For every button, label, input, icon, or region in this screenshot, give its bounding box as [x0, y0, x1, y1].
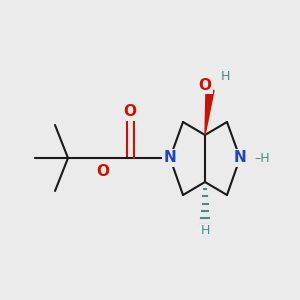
- Text: N: N: [234, 151, 246, 166]
- Text: –H: –H: [254, 152, 270, 164]
- Text: H: H: [200, 224, 210, 238]
- Polygon shape: [205, 90, 214, 135]
- Text: H: H: [220, 70, 230, 83]
- Text: O: O: [97, 164, 110, 179]
- Text: O: O: [199, 77, 212, 92]
- Text: O: O: [124, 104, 136, 119]
- Text: N: N: [164, 151, 176, 166]
